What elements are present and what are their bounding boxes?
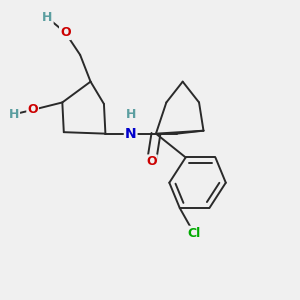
Text: H: H [42,11,52,24]
Text: N: N [125,127,136,141]
Text: H: H [125,108,136,121]
Text: H: H [9,108,19,121]
Text: O: O [60,26,70,39]
Text: O: O [146,155,157,168]
Text: Cl: Cl [188,227,201,240]
Text: O: O [27,103,38,116]
